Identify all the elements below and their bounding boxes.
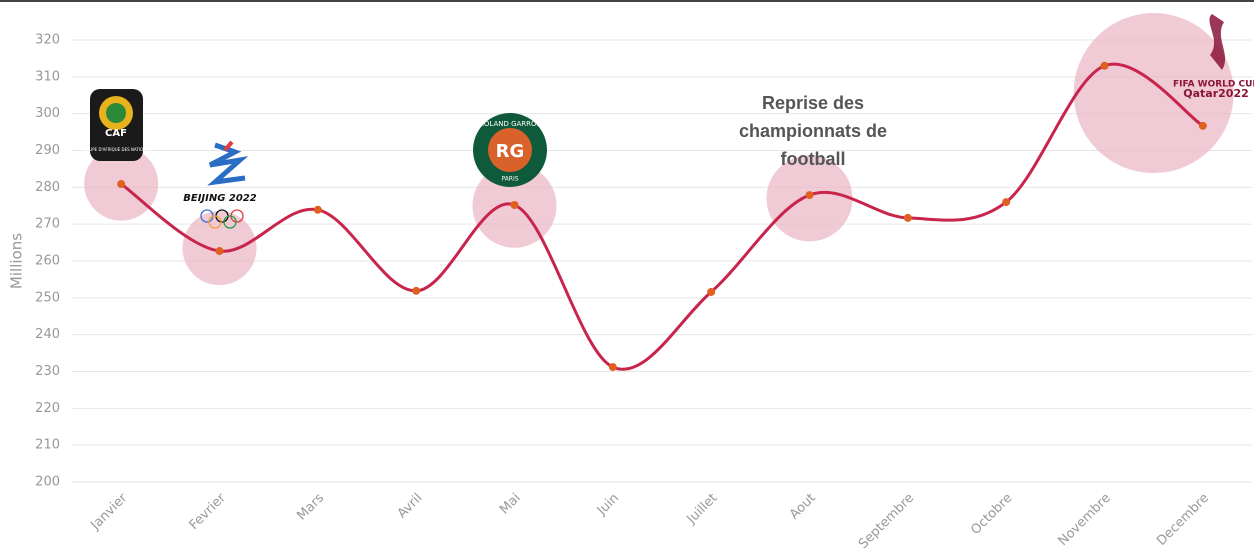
x-tick-label: Octobre [968, 491, 1015, 538]
roland-court [488, 128, 532, 172]
annotation: football [781, 149, 846, 169]
beijing-text: BEIJING 2022 [183, 193, 257, 204]
roland-paris: PARIS [501, 176, 518, 183]
x-tick-label: Mars [294, 491, 327, 524]
x-tick-label: Decembre [1154, 491, 1212, 549]
point [903, 213, 912, 222]
y-tick-label: 300 [35, 106, 60, 121]
point [313, 205, 322, 214]
point [1198, 121, 1207, 130]
beijing-emblem-red [223, 140, 234, 152]
point [1002, 198, 1011, 207]
y-tick-label: 310 [35, 69, 60, 84]
bubble [1073, 13, 1234, 174]
y-tick-label: 280 [35, 180, 60, 195]
caf-subtext: COUPE D'AFRIQUE DES NATIONS [83, 147, 149, 152]
y-tick-label: 240 [35, 327, 60, 342]
x-tick-label: Septembre [856, 491, 917, 552]
y-axis-title: Millions [8, 233, 26, 289]
x-tick-label: Mai [497, 491, 524, 518]
y-tick-label: 220 [35, 401, 60, 416]
caf-text: CAF [105, 128, 127, 139]
y-tick-label: 230 [35, 364, 60, 379]
fifa-emblem [1209, 14, 1226, 70]
point [215, 247, 224, 256]
olympic-rings [200, 209, 244, 229]
fifa-qatar: Qatar2022 [1183, 87, 1249, 100]
annotation: Reprise des [762, 93, 864, 113]
top-border [0, 0, 1254, 2]
point [707, 287, 716, 296]
x-tick-label: Juin [594, 491, 622, 519]
point [510, 201, 519, 210]
roland-rg: RG [496, 141, 525, 162]
y-tick-label: 210 [35, 438, 60, 453]
fifa-text: FIFA WORLD CUP [1173, 80, 1254, 90]
beijing-emblem [207, 142, 249, 186]
y-tick-label: 250 [35, 290, 60, 305]
x-tick-label: Avril [395, 491, 426, 522]
point [412, 286, 421, 295]
x-tick-label: Fevrier [187, 490, 230, 533]
logos: CAF COUPE D'AFRIQUE DES NATIONS BEIJING … [83, 14, 1254, 229]
x-tick-label: Juillet [684, 491, 721, 528]
y-tick-label: 290 [35, 143, 60, 158]
x-tick-label: Aout [787, 491, 819, 523]
caf-map [106, 103, 126, 123]
x-tick-label: Janvier [88, 490, 131, 533]
y-tick-label: 260 [35, 254, 60, 269]
x-tick-label: Novembre [1056, 491, 1114, 549]
y-tick-label: 200 [35, 475, 60, 490]
annotation: championnats de [739, 121, 887, 141]
point [608, 363, 617, 372]
line [120, 62, 1204, 371]
y-tick-label: 270 [35, 217, 60, 232]
roland-text: ROLAND GARROS [479, 120, 542, 128]
y-tick-label: 320 [35, 33, 60, 48]
point [1100, 61, 1109, 70]
point [805, 191, 814, 200]
point [117, 180, 126, 189]
